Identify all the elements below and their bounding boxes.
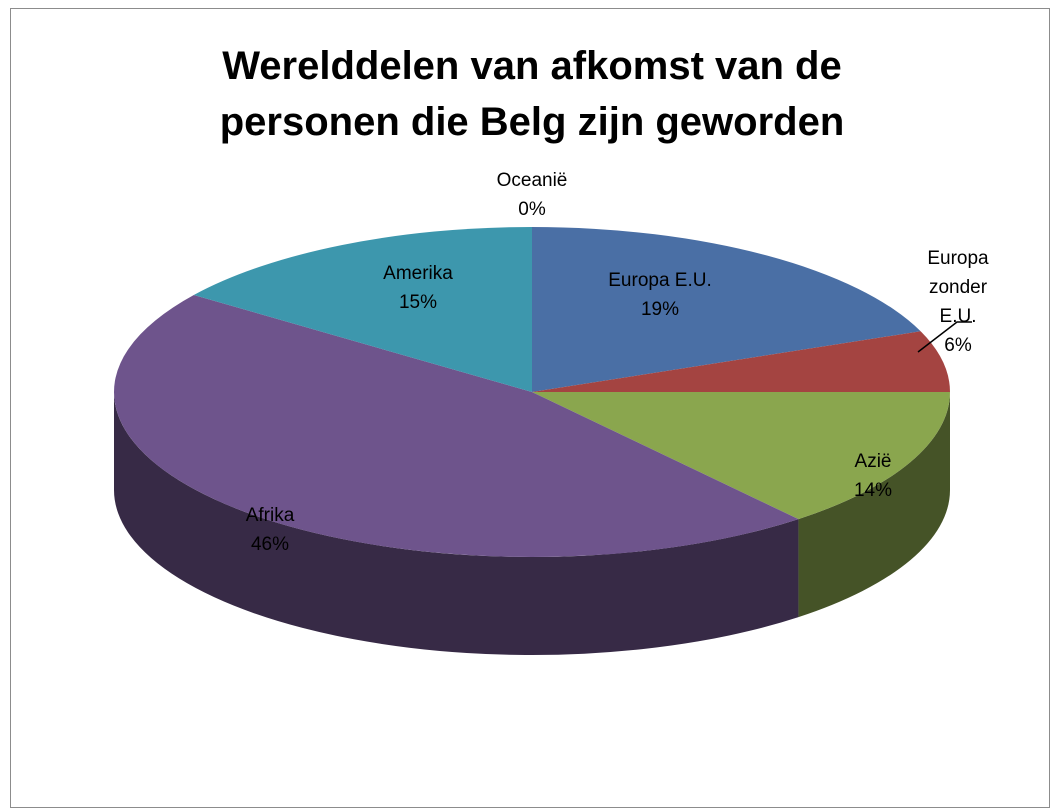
slice: [532, 331, 950, 392]
value-label: 46%: [250, 534, 290, 555]
slice-side: [798, 392, 950, 618]
value-label: 14%: [853, 480, 893, 501]
data-label: Azië 14%: [813, 447, 933, 505]
category-label: Europa zonder E.U.: [927, 248, 989, 327]
value-label: 19%: [640, 299, 680, 320]
category-label: Oceanië: [496, 170, 568, 191]
data-label: Europa zonder E.U. 6%: [918, 244, 998, 360]
value-label: 0%: [518, 199, 546, 220]
category-label: Europa E.U.: [608, 270, 712, 291]
slice-side: [114, 392, 799, 656]
slice: [532, 227, 921, 392]
data-label: Oceanië 0%: [472, 166, 592, 224]
value-label: 15%: [398, 292, 438, 313]
leader-line: [917, 321, 972, 353]
slice: [532, 392, 950, 520]
data-label: Afrika 46%: [210, 501, 330, 559]
data-label: Europa E.U. 19%: [570, 266, 750, 324]
slice: [193, 227, 532, 392]
category-label: Amerika: [383, 263, 453, 284]
category-label: Azië: [854, 451, 892, 472]
chart-title: Werelddelen van afkomst van de personen …: [219, 44, 845, 144]
category-label: Afrika: [245, 505, 295, 526]
slice: [114, 295, 799, 557]
value-label: 6%: [944, 335, 972, 356]
data-label: Amerika 15%: [358, 259, 478, 317]
